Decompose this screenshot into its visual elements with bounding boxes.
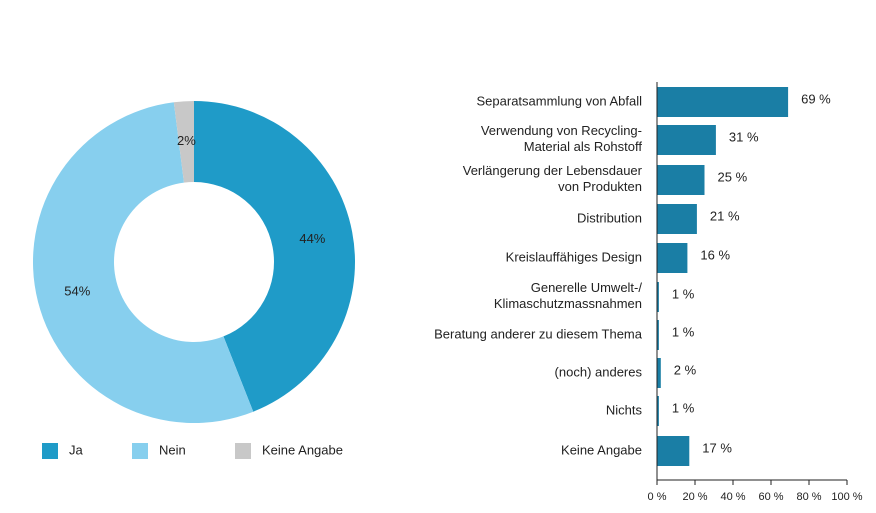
category-label: Nichts	[606, 402, 643, 417]
x-tick-label: 40 %	[720, 491, 745, 503]
value-label: 2 %	[674, 362, 697, 377]
value-label: 16 %	[700, 247, 730, 262]
x-tick-label: 80 %	[796, 491, 821, 503]
category-label: Generelle Umwelt-/Klimaschutzmassnahmen	[494, 280, 643, 311]
bar	[657, 204, 697, 234]
bar	[657, 320, 659, 350]
bar	[657, 243, 688, 273]
bar	[657, 436, 690, 466]
value-label: 17 %	[702, 440, 732, 455]
value-label: 21 %	[710, 208, 740, 223]
slice-label: 2%	[177, 133, 196, 148]
bar	[657, 282, 659, 312]
slice-label: 54%	[64, 283, 90, 298]
value-label: 1 %	[672, 324, 695, 339]
donut-slice	[194, 101, 355, 412]
legend-label: Nein	[159, 442, 186, 457]
legend-label: Ja	[69, 442, 84, 457]
bar	[657, 358, 661, 388]
bar	[657, 87, 789, 117]
legend-label: Keine Angabe	[262, 442, 343, 457]
category-label: (noch) anderes	[555, 364, 643, 379]
bar	[657, 125, 716, 155]
x-tick-label: 60 %	[758, 491, 783, 503]
donut-slice	[32, 102, 254, 423]
legend-swatch	[235, 443, 251, 459]
x-tick-label: 100 %	[831, 491, 862, 503]
x-tick-label: 20 %	[682, 491, 707, 503]
category-label: Separatsammlung von Abfall	[477, 93, 643, 108]
donut-slice	[173, 101, 194, 183]
value-label: 25 %	[718, 169, 748, 184]
category-label: Kreislauffähiges Design	[506, 249, 642, 264]
category-label: Keine Angabe	[561, 442, 642, 457]
bar	[657, 165, 705, 195]
value-label: 1 %	[672, 286, 695, 301]
value-label: 31 %	[729, 129, 759, 144]
x-tick-label: 0 %	[648, 491, 667, 503]
bar	[657, 396, 659, 426]
category-label: Verwendung von Recycling-Material als Ro…	[481, 123, 643, 154]
category-label: Verlängerung der Lebensdauer von Produkte…	[463, 163, 643, 194]
category-label: Distribution	[577, 210, 642, 225]
value-label: 1 %	[672, 400, 695, 415]
legend-swatch	[42, 443, 58, 459]
category-label: Beratung anderer zu diesem Thema	[434, 326, 643, 341]
value-label: 69 %	[801, 91, 831, 106]
legend-swatch	[132, 443, 148, 459]
slice-label: 44%	[299, 231, 325, 246]
